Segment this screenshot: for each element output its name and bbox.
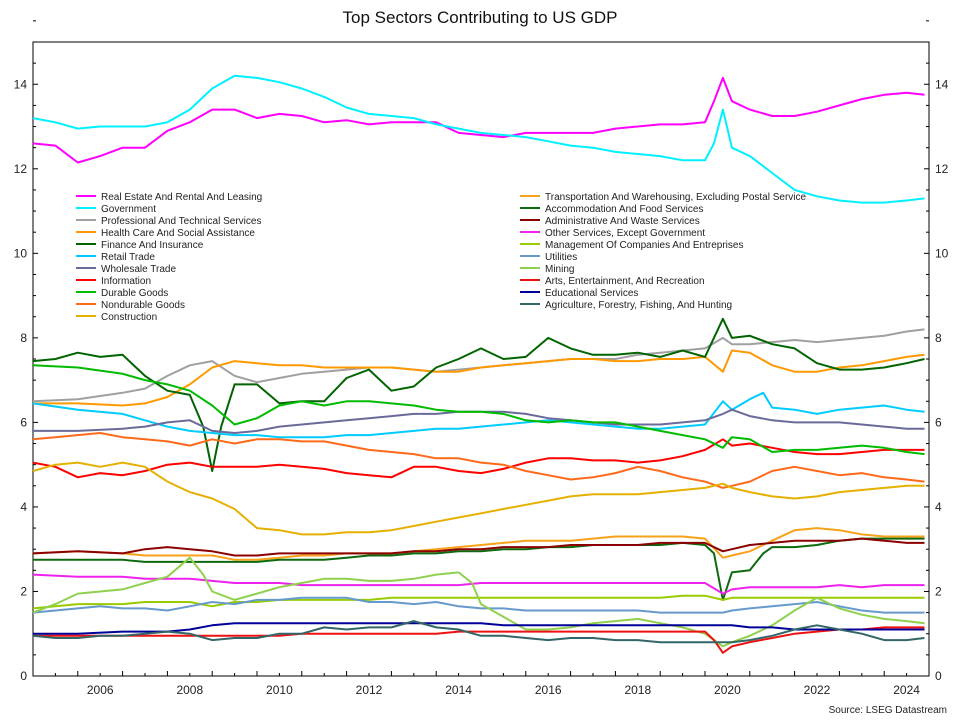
y-tick-label-right: 8 (935, 331, 942, 345)
legend-label: Mining (545, 264, 574, 275)
series-line-5 (32, 391, 925, 439)
source-note: Source: LSEG Datastream (829, 705, 947, 716)
y-tick-label-right: 12 (935, 162, 949, 176)
legend-label: Arts, Entertainment, And Recreation (545, 276, 705, 287)
x-tick-label: 2014 (445, 683, 472, 697)
legend-label: Agriculture, Forestry, Fishing, And Hunt… (545, 300, 732, 311)
series-line-0 (32, 76, 925, 164)
series-line-15 (32, 594, 925, 610)
y-tick-label-right: 14 (935, 77, 949, 91)
series-line-1 (32, 74, 925, 204)
legend-label: Accommodation And Food Services (545, 204, 703, 215)
y-tick-label-left: 14 (14, 77, 28, 91)
x-tick-label: 2012 (356, 683, 383, 697)
series-line-16 (32, 596, 925, 614)
legend-label: Real Estate And Rental And Leasing (101, 192, 262, 203)
legend-label: Administrative And Waste Services (545, 216, 700, 227)
legend-label: Health Care And Social Assistance (101, 228, 255, 239)
legend-label: Retail Trade (101, 252, 155, 263)
series-line-8 (32, 364, 925, 456)
legend-label: Educational Services (545, 288, 638, 299)
legend-label: Other Services, Except Government (545, 228, 705, 239)
legend-label: Information (101, 276, 151, 287)
series-line-6 (33, 408, 925, 434)
series-line-4 (32, 317, 925, 472)
y-tick-label-right: 10 (935, 246, 949, 260)
y-tick-label-right: 0 (935, 669, 942, 683)
legend-label: Nondurable Goods (101, 300, 185, 311)
legend-label: Finance And Insurance (101, 240, 204, 251)
y-tick-label-left: 6 (20, 415, 27, 429)
series-line-7 (32, 438, 925, 479)
legend-label: Utilities (545, 252, 577, 263)
y-tick-label-left: 10 (14, 246, 28, 260)
legend-label: Professional And Technical Services (101, 216, 261, 227)
x-tick-label: 2020 (714, 683, 741, 697)
series-line-9 (32, 432, 925, 489)
legend-label: Management Of Companies And Entreprises (545, 240, 743, 251)
plot-frame (32, 41, 930, 677)
x-tick-label: 2022 (804, 683, 831, 697)
chart-title: Top Sectors Contributing to US GDP (343, 8, 618, 27)
series-line-13 (32, 537, 925, 557)
legend-label: Transportation And Warehousing, Excludin… (545, 192, 807, 203)
y-tick-label-right: 6 (935, 415, 942, 429)
legend: Real Estate And Rental And LeasingGovern… (76, 192, 807, 323)
x-tick-label: 2016 (535, 683, 562, 697)
x-tick-label: 2018 (624, 683, 651, 697)
series-lines (32, 74, 925, 654)
y-tick-label-left: 0 (20, 669, 27, 683)
series-line-12 (33, 537, 925, 601)
series-line-14 (32, 573, 925, 595)
x-tick-label: 2010 (266, 683, 293, 697)
legend-label: Wholesale Trade (101, 264, 176, 275)
y-tick-label-left: 8 (20, 331, 27, 345)
legend-label: Durable Goods (101, 288, 168, 299)
y-tick-label-left: 4 (20, 500, 27, 514)
y-tick-label-right: 4 (935, 500, 942, 514)
axes: 0 0 2 2 4 4 6 6 8 8 10 10 12 12 14 14 2006 2008 2010 2012 20… (14, 20, 949, 697)
y-tick-label-right: 2 (935, 584, 942, 598)
series-line-10 (32, 461, 925, 536)
series-line-3 (33, 349, 925, 407)
legend-label: Government (101, 204, 156, 215)
legend-label: Construction (101, 312, 157, 323)
series-line-19 (33, 622, 925, 635)
x-tick-label: 2006 (87, 683, 114, 697)
x-tick-label: 2008 (176, 683, 203, 697)
y-tick-label-left: 2 (20, 584, 27, 598)
y-tick-label-left: 12 (14, 162, 28, 176)
x-tick-label: 2024 (893, 683, 920, 697)
series-line-18 (33, 626, 925, 654)
series-line-11 (32, 527, 925, 561)
series-line-20 (32, 620, 925, 644)
